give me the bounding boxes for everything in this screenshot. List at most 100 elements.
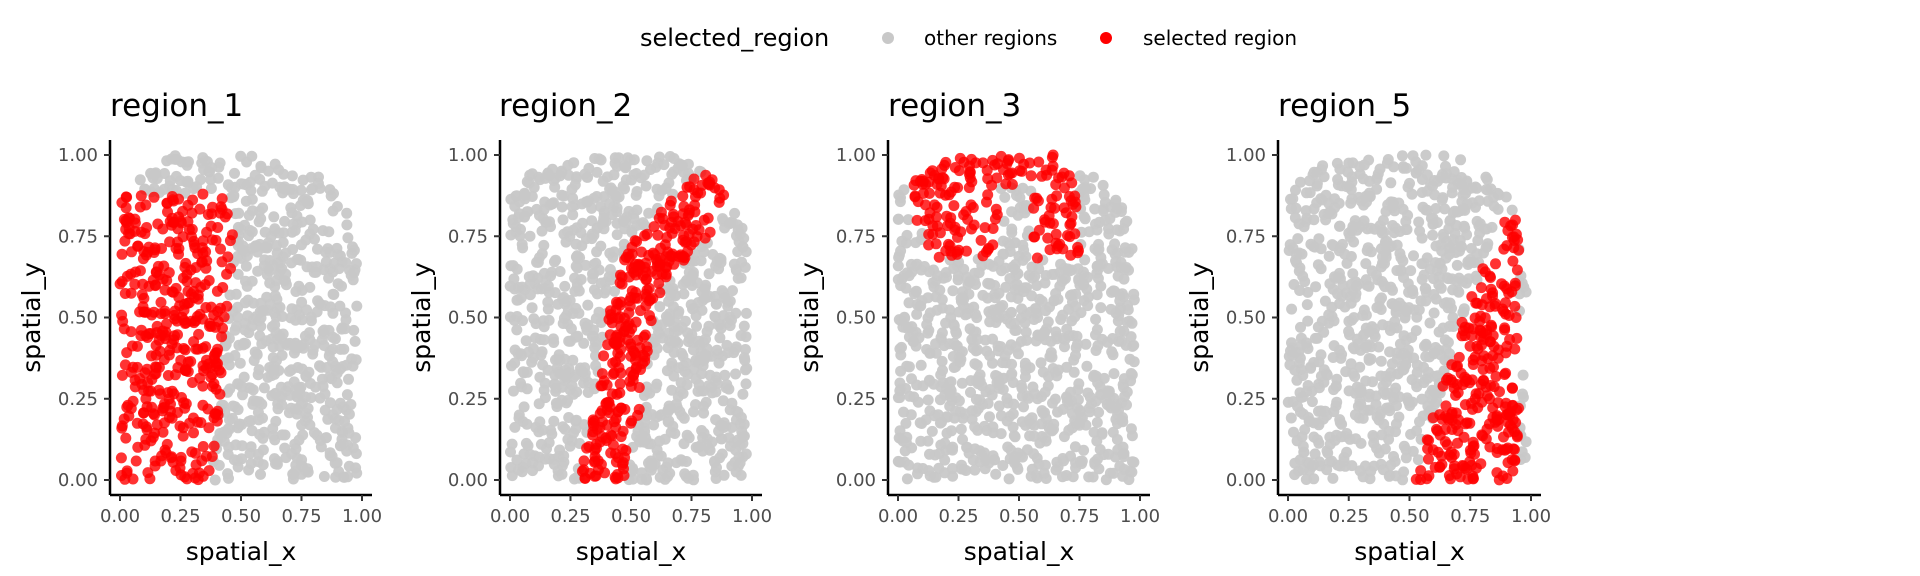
point-other-region	[730, 414, 742, 426]
point-other-region	[1481, 223, 1492, 235]
point-other-region	[1039, 407, 1050, 419]
point-other-region	[1377, 380, 1389, 392]
point-selected-region	[148, 306, 160, 318]
point-other-region	[240, 260, 252, 272]
point-other-region	[1380, 251, 1392, 263]
point-selected-region	[1499, 322, 1511, 334]
point-other-region	[331, 201, 343, 212]
point-other-region	[1320, 189, 1332, 201]
point-other-region	[1029, 303, 1041, 315]
point-other-region	[738, 352, 750, 364]
point-other-region	[675, 454, 687, 466]
point-other-region	[312, 295, 324, 307]
point-other-region	[641, 474, 653, 486]
point-other-region	[993, 400, 1005, 412]
point-selected-region	[149, 460, 161, 472]
point-selected-region	[142, 332, 153, 343]
point-selected-region	[1072, 241, 1084, 253]
point-other-region	[943, 377, 955, 389]
point-other-region	[1435, 282, 1447, 294]
point-other-region	[1118, 373, 1130, 385]
point-other-region	[929, 449, 941, 461]
point-selected-region	[1452, 425, 1464, 437]
point-other-region	[1092, 272, 1104, 284]
point-other-region	[593, 306, 605, 318]
point-other-region	[1363, 339, 1375, 351]
point-other-region	[255, 213, 267, 225]
point-other-region	[1040, 305, 1052, 317]
point-selected-region	[174, 420, 186, 432]
point-other-region	[253, 414, 265, 426]
point-selected-region	[1507, 255, 1519, 267]
point-other-region	[1318, 376, 1330, 388]
point-other-region	[951, 328, 962, 340]
point-other-region	[1400, 452, 1412, 464]
point-other-region	[955, 423, 967, 435]
legend: selected_region other regions selected r…	[640, 24, 1297, 52]
point-other-region	[523, 177, 535, 189]
point-other-region	[1057, 471, 1068, 483]
point-other-region	[693, 335, 705, 347]
point-other-region	[1023, 392, 1034, 404]
point-selected-region	[197, 188, 209, 200]
point-other-region	[508, 314, 520, 326]
point-other-region	[933, 462, 945, 474]
point-other-region	[242, 294, 254, 306]
point-selected-region	[688, 173, 700, 185]
point-other-region	[963, 288, 975, 300]
point-other-region	[730, 368, 741, 380]
x-axis-title: spatial_x	[576, 537, 687, 566]
point-other-region	[246, 226, 258, 238]
point-selected-region	[173, 291, 185, 303]
point-other-region	[315, 441, 327, 453]
point-other-region	[274, 330, 285, 342]
point-other-region	[650, 382, 662, 394]
point-other-region	[706, 387, 718, 399]
point-selected-region	[166, 385, 178, 397]
point-other-region	[922, 327, 934, 339]
point-selected-region	[159, 329, 171, 341]
point-other-region	[507, 218, 519, 229]
point-selected-region	[584, 467, 596, 479]
point-other-region	[974, 445, 986, 457]
point-other-region	[573, 307, 585, 319]
point-other-region	[1455, 154, 1467, 166]
point-other-region	[571, 251, 583, 263]
point-selected-region	[641, 341, 653, 353]
point-other-region	[681, 379, 693, 391]
point-other-region	[1383, 470, 1395, 482]
point-other-region	[230, 288, 242, 300]
point-other-region	[1315, 164, 1327, 176]
point-other-region	[232, 311, 244, 323]
point-other-region	[227, 400, 239, 412]
point-selected-region	[116, 369, 128, 381]
point-other-region	[280, 247, 292, 259]
point-selected-region	[1434, 461, 1446, 473]
point-selected-region	[1006, 178, 1018, 190]
point-other-region	[1088, 369, 1100, 381]
point-other-region	[1418, 257, 1430, 269]
point-other-region	[1303, 415, 1315, 427]
point-selected-region	[911, 214, 923, 226]
y-tick-label: 0.75	[58, 226, 98, 247]
point-other-region	[920, 414, 932, 426]
point-other-region	[668, 153, 680, 164]
point-other-region	[1517, 369, 1529, 381]
point-selected-region	[188, 235, 200, 247]
point-other-region	[699, 284, 711, 295]
point-selected-region	[157, 273, 169, 285]
point-other-region	[309, 233, 320, 245]
point-other-region	[1416, 274, 1428, 285]
point-other-region	[627, 462, 638, 474]
point-selected-region	[931, 201, 943, 213]
point-selected-region	[1047, 149, 1059, 161]
y-tick-label: 1.00	[448, 145, 488, 166]
point-other-region	[291, 408, 303, 420]
point-other-region	[1285, 203, 1297, 215]
point-other-region	[1333, 271, 1344, 283]
point-other-region	[1371, 302, 1383, 314]
point-other-region	[995, 428, 1007, 440]
point-other-region	[738, 320, 750, 332]
point-other-region	[903, 459, 915, 471]
point-other-region	[341, 219, 353, 231]
